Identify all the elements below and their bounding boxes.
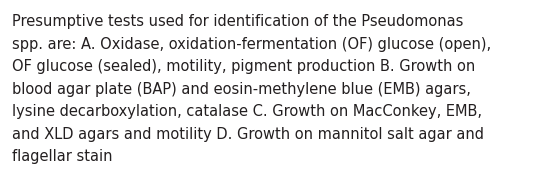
Text: lysine decarboxylation, catalase C. Growth on MacConkey, EMB,: lysine decarboxylation, catalase C. Grow… xyxy=(12,104,482,119)
Text: OF glucose (sealed), motility, pigment production B. Growth on: OF glucose (sealed), motility, pigment p… xyxy=(12,59,475,74)
Text: blood agar plate (BAP) and eosin-methylene blue (EMB) agars,: blood agar plate (BAP) and eosin-methyle… xyxy=(12,82,471,96)
Text: flagellar stain: flagellar stain xyxy=(12,149,113,164)
Text: spp. are: A. Oxidase, oxidation-fermentation (OF) glucose (open),: spp. are: A. Oxidase, oxidation-fermenta… xyxy=(12,36,491,52)
Text: Presumptive tests used for identification of the Pseudomonas: Presumptive tests used for identificatio… xyxy=(12,14,463,29)
Text: and XLD agars and motility D. Growth on mannitol salt agar and: and XLD agars and motility D. Growth on … xyxy=(12,127,484,142)
